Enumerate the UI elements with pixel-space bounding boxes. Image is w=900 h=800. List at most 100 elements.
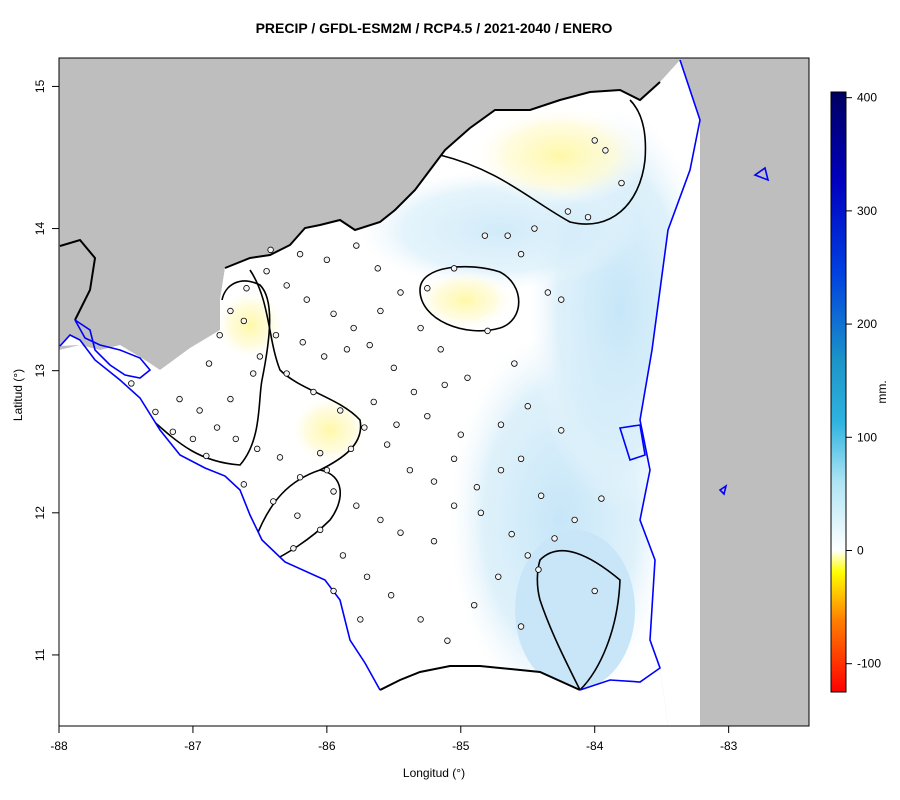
- x-axis-label: Longitud (°): [402, 766, 466, 780]
- station-marker: [270, 498, 277, 505]
- station-marker: [357, 616, 364, 623]
- station-marker: [232, 435, 239, 443]
- station-marker: [205, 360, 213, 367]
- station-marker: [303, 296, 310, 303]
- station-marker: [497, 421, 505, 428]
- station-marker: [602, 147, 609, 154]
- station-marker: [470, 601, 478, 609]
- map-title: PRECIP / GFDL-ESM2M / RCP4.5 / 2021-2040…: [255, 20, 613, 36]
- station-marker: [320, 353, 328, 360]
- station-marker: [450, 265, 458, 272]
- station-marker: [310, 388, 317, 396]
- station-marker: [450, 455, 458, 462]
- station-marker: [406, 466, 414, 474]
- station-marker: [441, 381, 448, 389]
- x-tick-label: -85: [452, 739, 470, 753]
- colorbar-gradient: [830, 91, 847, 693]
- station-marker: [330, 488, 337, 495]
- x-tick-label: -83: [720, 739, 738, 753]
- station-marker: [254, 445, 261, 453]
- station-marker: [410, 388, 418, 396]
- colorbar-tick-label: -100: [857, 657, 881, 671]
- colorbar-tick-label: 0: [857, 543, 864, 557]
- station-marker: [495, 573, 502, 580]
- station-marker: [424, 285, 431, 292]
- station-marker: [417, 616, 424, 623]
- station-marker: [296, 250, 304, 258]
- station-marker: [296, 474, 304, 481]
- station-marker: [387, 592, 395, 599]
- y-tick-label: 14: [33, 222, 47, 236]
- station-marker: [517, 250, 525, 258]
- station-marker: [430, 538, 438, 545]
- plot-frame: [58, 57, 810, 727]
- y-tick-label: 12: [33, 506, 47, 520]
- station-marker: [323, 256, 331, 264]
- colorbar-tick-label: 400: [857, 91, 877, 105]
- station-marker: [263, 267, 270, 275]
- station-marker: [444, 637, 451, 644]
- station-marker: [353, 242, 360, 249]
- station-marker: [417, 324, 424, 332]
- station-marker: [430, 478, 438, 485]
- station-marker: [337, 407, 344, 414]
- station-marker: [524, 552, 531, 559]
- station-marker: [497, 466, 505, 474]
- station-marker: [339, 552, 347, 559]
- station-marker: [511, 360, 518, 367]
- station-marker: [508, 530, 515, 538]
- station-marker: [584, 213, 592, 221]
- station-marker: [424, 412, 431, 420]
- colorbar-tick-label: 100: [857, 430, 877, 444]
- station-marker: [473, 484, 481, 491]
- station-marker: [481, 232, 489, 239]
- station-marker: [267, 246, 274, 254]
- station-marker: [283, 282, 290, 289]
- station-marker: [370, 398, 377, 406]
- y-tick-label: 13: [33, 364, 47, 378]
- station-marker: [393, 421, 400, 428]
- station-marker: [290, 545, 297, 552]
- station-marker: [571, 516, 578, 524]
- station-marker: [598, 495, 605, 502]
- station-marker: [330, 587, 337, 595]
- x-tick-label: -88: [50, 739, 68, 753]
- station-marker: [484, 327, 491, 335]
- station-marker: [316, 449, 324, 457]
- station-marker: [524, 403, 531, 410]
- colorbar-tick-label: 300: [857, 204, 877, 218]
- y-tick-label: 11: [33, 648, 47, 661]
- station-marker: [377, 516, 384, 524]
- station-marker: [216, 331, 223, 339]
- y-tick-label: 15: [33, 79, 47, 93]
- station-marker: [397, 289, 404, 296]
- station-marker: [323, 466, 331, 474]
- station-marker: [213, 424, 221, 431]
- station-marker: [249, 370, 257, 377]
- station-marker: [240, 481, 248, 488]
- station-marker: [363, 573, 371, 580]
- station-marker: [437, 346, 444, 353]
- station-marker: [203, 452, 210, 460]
- station-marker: [564, 208, 572, 215]
- station-marker: [504, 232, 511, 239]
- station-marker: [366, 341, 373, 349]
- station-marker: [517, 455, 525, 462]
- station-marker: [272, 331, 280, 339]
- station-marker: [294, 512, 301, 519]
- station-marker: [618, 179, 625, 187]
- station-marker: [176, 395, 183, 403]
- y-axis: 11 12 13 14 15: [33, 79, 59, 661]
- station-marker: [347, 445, 355, 453]
- station-marker: [330, 310, 337, 318]
- station-marker: [316, 526, 324, 534]
- colorbar-unit: mm.: [875, 380, 889, 403]
- station-marker: [374, 265, 381, 272]
- station-marker: [457, 431, 464, 438]
- station-marker: [169, 428, 177, 435]
- station-marker: [243, 285, 250, 292]
- station-marker: [544, 289, 552, 296]
- station-marker: [240, 317, 248, 325]
- station-marker: [383, 441, 391, 448]
